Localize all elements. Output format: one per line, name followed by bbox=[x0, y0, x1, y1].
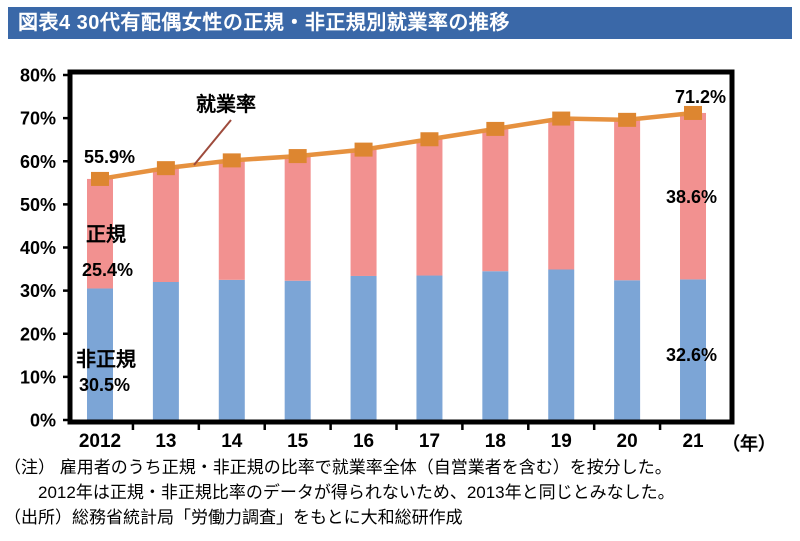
y-tick-label: 70% bbox=[20, 109, 56, 129]
annotation-first_total: 55.9% bbox=[84, 147, 135, 167]
bar-nonregular-13 bbox=[152, 282, 179, 420]
footnotes: （注） 雇用者のうち正規・非正規の比率で就業率全体（自営業者を含む）を按分した。… bbox=[4, 455, 796, 530]
line-marker-17 bbox=[420, 132, 439, 147]
bar-nonregular-18 bbox=[482, 271, 509, 420]
y-tick-label: 80% bbox=[20, 66, 56, 86]
x-axis-unit: （年） bbox=[722, 433, 776, 454]
line-label-leader bbox=[193, 119, 232, 166]
line-marker-19 bbox=[552, 111, 571, 126]
bar-regular-17 bbox=[416, 139, 443, 276]
y-tick-label: 30% bbox=[20, 281, 56, 301]
bar-regular-19 bbox=[548, 118, 575, 270]
bar-nonregular-2012 bbox=[87, 288, 113, 420]
y-tick-label: 20% bbox=[20, 324, 56, 344]
bar-regular-13 bbox=[152, 168, 179, 282]
line-marker-13 bbox=[156, 161, 175, 176]
bar-nonregular-17 bbox=[416, 275, 443, 420]
line-marker-16 bbox=[354, 142, 373, 157]
x-tick-label: 16 bbox=[353, 431, 374, 452]
x-tick-label: 14 bbox=[221, 431, 243, 452]
y-tick-label: 60% bbox=[20, 152, 56, 172]
x-tick-label: 21 bbox=[682, 431, 704, 452]
annotation-first_nonregular: 30.5% bbox=[79, 375, 130, 395]
bar-regular-2012 bbox=[87, 178, 113, 289]
line-marker-2012 bbox=[91, 171, 109, 186]
x-tick-label: 17 bbox=[419, 431, 440, 452]
line-marker-15 bbox=[288, 149, 307, 164]
note-line-1: （注） 雇用者のうち正規・非正規の比率で就業率全体（自営業者を含む）を按分した。 bbox=[4, 458, 672, 477]
x-tick-label: 13 bbox=[155, 431, 176, 452]
line-marker-21 bbox=[684, 105, 703, 120]
note-line-2: 2012年は正規・非正規比率のデータが得られないため、2013年と同じとみなした… bbox=[38, 483, 675, 502]
bar-regular-21 bbox=[680, 112, 707, 280]
y-tick-label: 10% bbox=[20, 367, 56, 387]
line-marker-14 bbox=[222, 153, 241, 168]
bar-regular-20 bbox=[614, 119, 641, 281]
note-line-3: （出所）総務省統計局「労働力調査」をもとに大和総研作成 bbox=[4, 508, 463, 527]
bar-nonregular-20 bbox=[614, 280, 641, 420]
bar-nonregular-19 bbox=[548, 269, 575, 420]
annotation-last_regular: 38.6% bbox=[666, 187, 717, 207]
x-tick-label: 2012 bbox=[79, 431, 121, 452]
bar-regular-16 bbox=[350, 149, 377, 276]
bar-nonregular-14 bbox=[218, 279, 245, 420]
annotation-nonregular_label: 非正規 bbox=[76, 348, 136, 371]
x-tick-label: 19 bbox=[551, 431, 572, 452]
bar-regular-18 bbox=[482, 128, 509, 272]
y-tick-label: 50% bbox=[20, 195, 56, 215]
employment-rate-line bbox=[99, 110, 694, 182]
bar-nonregular-16 bbox=[350, 275, 377, 420]
bar-regular-14 bbox=[218, 160, 245, 280]
y-tick-label: 0% bbox=[30, 411, 56, 431]
bar-regular-15 bbox=[284, 156, 311, 281]
figure-title: 図表4 30代有配偶女性の正規・非正規別就業率の推移 bbox=[18, 12, 510, 34]
bar-nonregular-15 bbox=[284, 280, 311, 420]
x-tick-label: 20 bbox=[617, 431, 638, 452]
annotation-last_total: 71.2% bbox=[675, 87, 726, 107]
line-marker-18 bbox=[486, 121, 505, 136]
bar-nonregular-21 bbox=[680, 279, 707, 420]
annotation-first_regular: 25.4% bbox=[82, 260, 133, 280]
annotation-regular_label: 正規 bbox=[86, 223, 126, 246]
x-tick-label: 15 bbox=[287, 431, 309, 452]
line-marker-20 bbox=[618, 112, 637, 127]
x-tick-label: 18 bbox=[485, 431, 506, 452]
annotation-line_label: 就業率 bbox=[196, 92, 256, 116]
y-tick-label: 40% bbox=[20, 238, 56, 258]
figure-title-bar: 図表4 30代有配偶女性の正規・非正規別就業率の推移 bbox=[8, 7, 792, 39]
annotation-last_nonregular: 32.6% bbox=[666, 345, 717, 365]
